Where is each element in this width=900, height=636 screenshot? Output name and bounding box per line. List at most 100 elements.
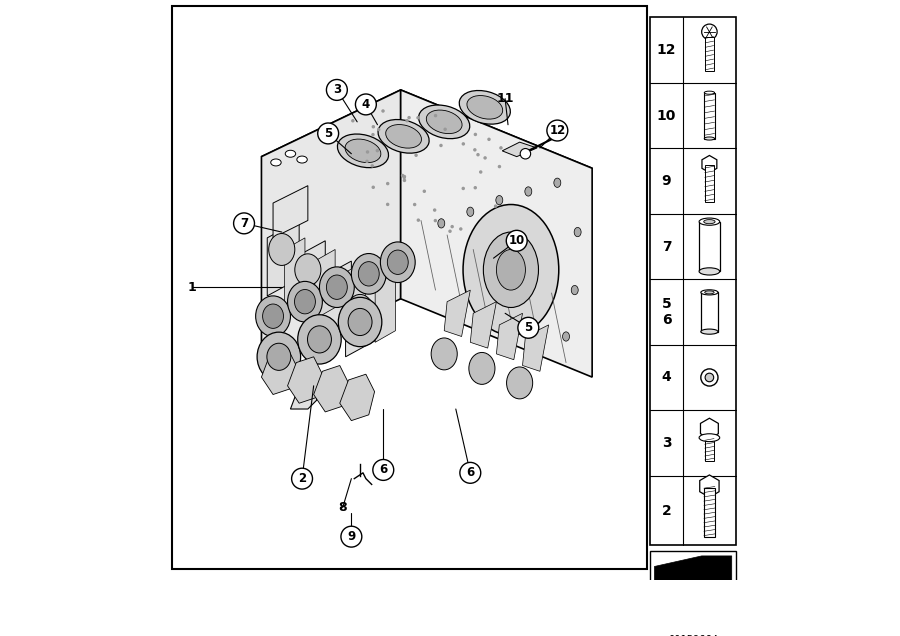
Circle shape <box>402 176 406 179</box>
Circle shape <box>402 175 406 178</box>
Text: 3: 3 <box>333 83 341 97</box>
Ellipse shape <box>288 281 322 322</box>
Ellipse shape <box>705 137 715 140</box>
Circle shape <box>400 174 404 177</box>
Polygon shape <box>340 374 374 420</box>
Text: 9: 9 <box>662 174 671 188</box>
Ellipse shape <box>437 219 445 228</box>
Ellipse shape <box>459 90 510 124</box>
Polygon shape <box>345 261 365 331</box>
Ellipse shape <box>705 91 715 94</box>
Circle shape <box>547 120 568 141</box>
Ellipse shape <box>525 187 532 196</box>
Polygon shape <box>288 357 322 403</box>
Circle shape <box>356 94 376 115</box>
Circle shape <box>351 119 355 123</box>
Circle shape <box>518 317 539 338</box>
Polygon shape <box>261 90 592 235</box>
Ellipse shape <box>701 290 718 295</box>
Polygon shape <box>497 314 523 360</box>
Text: 12: 12 <box>549 124 565 137</box>
Polygon shape <box>523 325 549 371</box>
Circle shape <box>341 526 362 547</box>
Circle shape <box>292 468 312 489</box>
Circle shape <box>473 148 477 151</box>
Polygon shape <box>261 348 296 394</box>
Text: 9: 9 <box>347 530 356 543</box>
Polygon shape <box>291 377 317 409</box>
Polygon shape <box>314 366 348 412</box>
Polygon shape <box>315 249 335 319</box>
Circle shape <box>483 156 487 160</box>
Text: 5
6: 5 6 <box>662 297 671 327</box>
Bar <box>705 37 714 71</box>
Circle shape <box>494 204 498 208</box>
Ellipse shape <box>257 332 301 382</box>
Ellipse shape <box>321 274 347 306</box>
Circle shape <box>450 225 454 228</box>
Circle shape <box>386 182 390 185</box>
Ellipse shape <box>431 338 457 370</box>
Polygon shape <box>346 281 377 357</box>
Ellipse shape <box>327 275 347 300</box>
Ellipse shape <box>308 326 331 353</box>
Circle shape <box>423 190 426 193</box>
Ellipse shape <box>297 156 307 163</box>
Polygon shape <box>445 290 471 336</box>
Bar <box>699 222 720 272</box>
Circle shape <box>487 137 491 141</box>
Polygon shape <box>400 90 592 377</box>
Circle shape <box>434 219 437 223</box>
Circle shape <box>373 459 393 480</box>
Bar <box>705 165 714 202</box>
Ellipse shape <box>294 289 315 314</box>
Circle shape <box>382 109 385 113</box>
Circle shape <box>473 186 477 190</box>
Text: 3: 3 <box>662 436 671 450</box>
Circle shape <box>372 125 375 128</box>
Circle shape <box>386 203 390 206</box>
Circle shape <box>462 187 465 190</box>
Ellipse shape <box>699 434 720 441</box>
Ellipse shape <box>464 205 559 335</box>
Text: 7: 7 <box>240 217 248 230</box>
Circle shape <box>433 209 436 212</box>
Text: 2: 2 <box>662 504 671 518</box>
Ellipse shape <box>520 149 531 159</box>
Ellipse shape <box>418 105 470 139</box>
Ellipse shape <box>298 315 341 364</box>
Ellipse shape <box>338 134 389 168</box>
Ellipse shape <box>701 329 718 335</box>
Polygon shape <box>320 261 351 336</box>
Circle shape <box>365 160 369 163</box>
Bar <box>701 293 718 331</box>
Circle shape <box>479 170 482 174</box>
Circle shape <box>444 128 447 131</box>
Ellipse shape <box>562 332 570 341</box>
Text: 10: 10 <box>508 234 525 247</box>
Circle shape <box>402 179 406 182</box>
Circle shape <box>414 153 418 157</box>
Ellipse shape <box>381 242 415 282</box>
Circle shape <box>460 462 481 483</box>
Circle shape <box>434 114 437 118</box>
Bar <box>650 17 736 545</box>
Bar <box>705 93 715 139</box>
Circle shape <box>507 230 527 251</box>
Circle shape <box>476 153 480 156</box>
Circle shape <box>377 128 381 131</box>
Ellipse shape <box>469 352 495 384</box>
Ellipse shape <box>702 24 717 39</box>
Text: 7: 7 <box>662 240 671 254</box>
Ellipse shape <box>267 343 291 370</box>
Circle shape <box>413 203 417 206</box>
Polygon shape <box>293 241 325 316</box>
Polygon shape <box>284 238 305 307</box>
Circle shape <box>371 133 374 136</box>
Ellipse shape <box>256 296 291 336</box>
Text: 12: 12 <box>657 43 676 57</box>
Circle shape <box>462 142 465 146</box>
Polygon shape <box>471 301 497 348</box>
Ellipse shape <box>387 250 409 274</box>
Circle shape <box>417 218 420 222</box>
